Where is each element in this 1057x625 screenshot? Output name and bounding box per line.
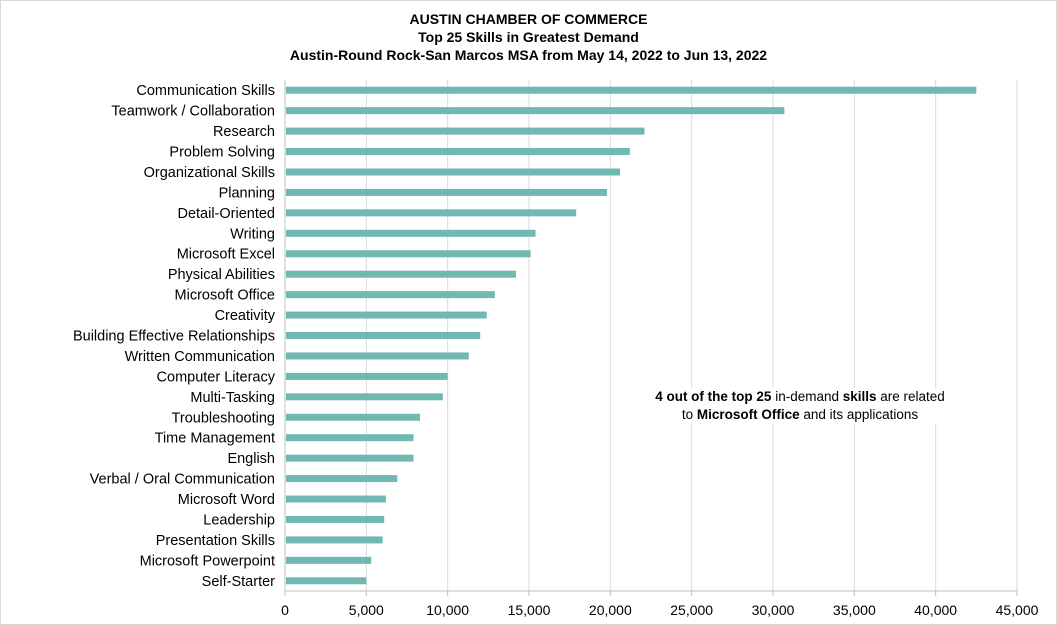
bar: [286, 515, 385, 523]
category-label: Written Communication: [125, 349, 275, 365]
category-label: Research: [213, 124, 275, 140]
x-tick-label: 40,000: [914, 602, 957, 618]
bar: [286, 413, 421, 421]
category-label: Microsoft Office: [175, 288, 275, 304]
category-label: Organizational Skills: [144, 165, 275, 181]
category-label: Writing: [230, 226, 275, 242]
annotation-text-run: in-demand: [771, 389, 843, 404]
bar: [286, 577, 367, 585]
x-tick-label: 30,000: [752, 602, 795, 618]
category-label: Microsoft Powerpoint: [140, 553, 275, 569]
annotation-text-run: Microsoft Office: [696, 407, 800, 422]
bar: [286, 209, 577, 217]
category-label: Planning: [219, 185, 275, 201]
category-label: Physical Abilities: [168, 267, 275, 283]
category-label: Multi-Tasking: [190, 390, 275, 406]
chart-subtitle-2: Austin-Round Rock-San Marcos MSA from Ma…: [289, 47, 768, 63]
category-label: Problem Solving: [169, 145, 275, 161]
bar: [286, 229, 536, 237]
chart-subtitle-1: Top 25 Skills in Greatest Demand: [418, 29, 639, 45]
bar: [286, 168, 621, 176]
annotation-text-run: are related: [876, 389, 945, 404]
bar: [286, 454, 414, 462]
x-tick-labels: 0 5,000 10,000 15,000 20,000 25,000 30,000 35,0…: [281, 602, 1039, 618]
x-tick-label: 10,000: [426, 602, 469, 618]
x-tick-label: 25,000: [670, 602, 713, 618]
bar: [286, 495, 386, 503]
bar: [286, 475, 398, 483]
category-labels: Communication Skills Teamwork / Collabora…: [73, 83, 276, 590]
bar: [286, 127, 645, 135]
category-label: Computer Literacy: [157, 369, 276, 385]
bar: [286, 291, 495, 299]
title-block: AUSTIN CHAMBER OF COMMERCE Top 25 Skills…: [0, 10, 1057, 64]
category-label: Self-Starter: [202, 574, 275, 590]
bar: [286, 86, 977, 94]
category-label: Troubleshooting: [172, 410, 275, 426]
category-label: Microsoft Excel: [177, 247, 275, 263]
annotation-line-2: to Microsoft Office and its applications: [620, 406, 980, 424]
bar: [286, 332, 481, 339]
x-tick-label: 20,000: [589, 602, 632, 618]
bar: [286, 188, 608, 196]
category-label: Creativity: [215, 308, 276, 324]
x-tick-label: 15,000: [508, 602, 551, 618]
chart-title: AUSTIN CHAMBER OF COMMERCE: [409, 11, 648, 27]
x-tick-label: 5,000: [349, 602, 384, 618]
category-label: Building Effective Relationships: [73, 329, 275, 345]
category-label: Time Management: [155, 431, 275, 447]
category-label: Teamwork / Collaboration: [111, 104, 275, 120]
bar: [286, 250, 531, 258]
category-label: English: [227, 451, 275, 467]
bar: [286, 352, 469, 360]
bar: [286, 107, 785, 115]
annotation-line-1: 4 out of the top 25 in-demand skills are…: [620, 388, 980, 406]
bar: [286, 148, 630, 156]
grid-lines: [365, 80, 1018, 591]
x-tick-label: 45,000: [996, 602, 1039, 618]
category-label: Detail-Oriented: [177, 206, 275, 222]
category-label: Communication Skills: [136, 83, 275, 99]
annotation-text-run: skills: [842, 389, 877, 404]
category-label: Leadership: [203, 512, 275, 528]
annotation-text-run: 4 out of the top 25: [655, 389, 772, 404]
axes: [284, 80, 1018, 596]
annotation-box: 4 out of the top 25 in-demand skills are…: [620, 388, 980, 424]
bar: [286, 311, 487, 319]
category-label: Presentation Skills: [156, 533, 275, 549]
bar: [286, 536, 383, 544]
x-tick-label: 35,000: [833, 602, 876, 618]
bar: [286, 556, 372, 564]
bar: [286, 270, 516, 278]
bar: [286, 372, 448, 380]
category-label: Microsoft Word: [178, 492, 275, 508]
bar: [286, 393, 443, 401]
category-label: Verbal / Oral Communication: [90, 472, 275, 488]
x-tick-label: 0: [281, 602, 289, 618]
bar: [286, 434, 414, 442]
annotation-text-run: to: [681, 407, 697, 422]
bars: [286, 86, 977, 585]
annotation-text-run: and its applications: [799, 407, 919, 422]
